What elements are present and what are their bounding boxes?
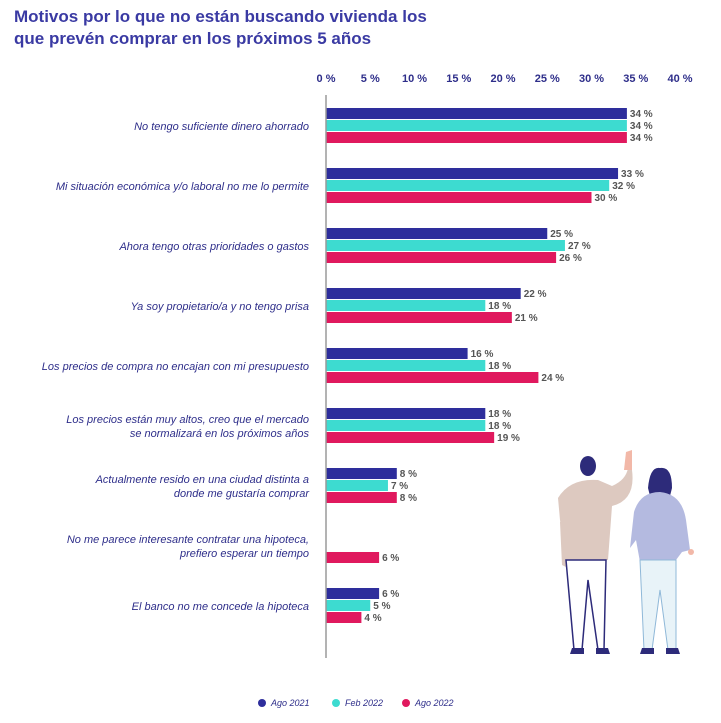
x-tick-label: 20 % — [490, 73, 515, 85]
bar — [326, 180, 610, 191]
bar — [326, 480, 388, 491]
legend-label: Ago 2022 — [414, 698, 454, 708]
category-labels: No tengo suficiente dinero ahorrado Mi si… — [42, 121, 311, 613]
bar — [326, 192, 592, 203]
data-label: 6 % — [382, 589, 399, 600]
bar — [326, 552, 380, 563]
category-label: Mi situación económica y/o laboral no me… — [56, 181, 309, 193]
data-label: 18 % — [488, 421, 511, 432]
bar — [326, 420, 486, 431]
data-label: 18 % — [488, 409, 511, 420]
bar — [326, 120, 627, 131]
data-label: 19 % — [497, 433, 520, 444]
bar — [326, 468, 397, 479]
data-label: 7 % — [391, 481, 408, 492]
category-label: Los precios de compra no encajan con mi … — [42, 361, 309, 373]
data-label: 25 % — [550, 229, 573, 240]
people-illustration — [558, 450, 694, 654]
data-label: 4 % — [364, 613, 381, 624]
bar — [326, 132, 627, 143]
data-label: 34 % — [630, 133, 653, 144]
bar — [326, 252, 557, 263]
bar — [326, 300, 486, 311]
legend-marker — [402, 699, 410, 707]
bar — [326, 228, 548, 239]
bar — [326, 408, 486, 419]
bar — [326, 312, 512, 323]
bar — [326, 168, 619, 179]
woman-illustration — [630, 467, 694, 654]
legend-marker — [258, 699, 266, 707]
data-label: 18 % — [488, 301, 511, 312]
category-label: No me parece interesante contratar una h… — [67, 534, 309, 546]
data-label: 30 % — [595, 193, 618, 204]
bar — [326, 240, 565, 251]
category-label: El banco no me concede la hipoteca — [132, 601, 309, 613]
category-label: Ya soy propietario/a y no tengo prisa — [131, 301, 309, 313]
bar — [326, 288, 521, 299]
man-illustration — [558, 450, 633, 654]
x-tick-label: 15 % — [446, 73, 471, 85]
category-label: se normalizará en los próximos años — [130, 428, 310, 440]
bar — [326, 372, 539, 383]
category-label: No tengo suficiente dinero ahorrado — [134, 121, 309, 133]
bar — [326, 432, 495, 443]
chart-title: Motivos por lo que no están buscando viv… — [14, 6, 454, 50]
bar — [326, 348, 468, 359]
data-label: 32 % — [612, 181, 635, 192]
data-label: 34 % — [630, 109, 653, 120]
category-label: Actualmente resido en una ciudad distint… — [95, 474, 309, 486]
x-tick-label: 5 % — [361, 73, 380, 85]
data-label: 34 % — [630, 121, 653, 132]
legend-marker — [332, 699, 340, 707]
x-tick-label: 25 % — [535, 73, 560, 85]
data-label: 33 % — [621, 169, 644, 180]
bar — [326, 108, 627, 119]
legend: Ago 2021 Feb 2022 Ago 2022 — [258, 698, 454, 708]
bar — [326, 612, 362, 623]
data-label: 26 % — [559, 253, 582, 264]
category-label: donde me gustaría comprar — [174, 488, 310, 500]
legend-label: Feb 2022 — [345, 698, 383, 708]
x-tick-label: 10 % — [402, 73, 427, 85]
data-label: 16 % — [471, 349, 494, 360]
data-label: 5 % — [373, 601, 390, 612]
chart-title-line-1: Motivos por lo que no están buscando viv… — [14, 7, 427, 26]
bar — [326, 588, 380, 599]
category-label: Los precios están muy altos, creo que el… — [66, 414, 309, 426]
x-tick-label: 40 % — [667, 73, 692, 85]
data-label: 8 % — [400, 493, 417, 504]
data-label: 8 % — [400, 469, 417, 480]
data-label: 6 % — [382, 553, 399, 564]
data-label: 24 % — [541, 373, 564, 384]
data-label: 27 % — [568, 241, 591, 252]
data-label: 21 % — [515, 313, 538, 324]
category-label: Ahora tengo otras prioridades o gastos — [118, 241, 309, 253]
chart-title-line-2: que prevén comprar en los próximos 5 año… — [14, 29, 372, 48]
bar — [326, 492, 397, 503]
data-label: 18 % — [488, 361, 511, 372]
legend-label: Ago 2021 — [270, 698, 310, 708]
bars: 34 %34 %34 %33 %32 %30 %25 %27 %26 %22 %… — [326, 108, 653, 624]
bar — [326, 360, 486, 371]
data-label: 22 % — [524, 289, 547, 300]
x-tick-label: 30 % — [579, 73, 604, 85]
x-tick-label: 0 % — [317, 73, 336, 85]
x-axis-ticks: 0 % 5 % 10 % 15 % 20 % 25 % 30 % 35 % 40 % — [317, 73, 693, 85]
bar — [326, 600, 371, 611]
x-tick-label: 35 % — [623, 73, 648, 85]
category-label: prefiero esperar un tiempo — [179, 548, 309, 560]
